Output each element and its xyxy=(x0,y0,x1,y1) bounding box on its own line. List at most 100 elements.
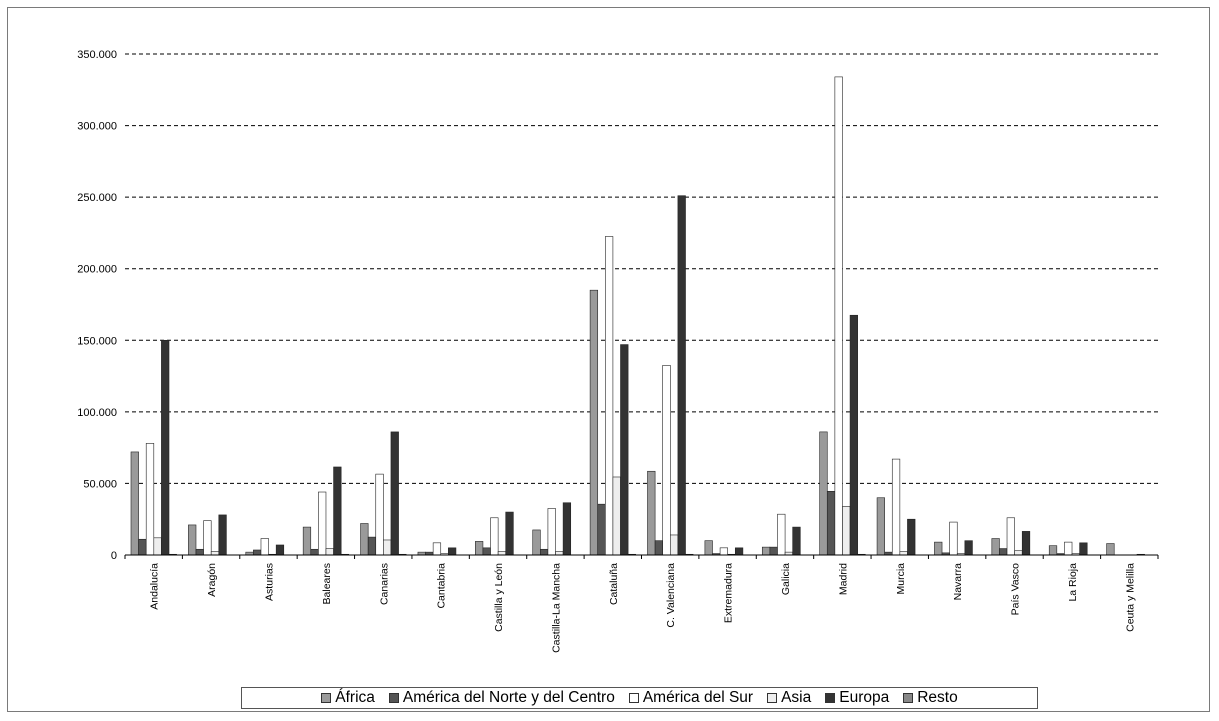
bar xyxy=(138,538,147,556)
bar xyxy=(383,539,392,556)
bar xyxy=(949,521,958,556)
legend-item: África xyxy=(321,689,375,707)
bar xyxy=(654,540,663,556)
legend-label: África xyxy=(335,689,375,706)
bar xyxy=(777,513,786,556)
x-tick-label: Andalucía xyxy=(149,563,161,610)
legend-item: América del Sur xyxy=(628,689,754,707)
legend-swatch xyxy=(321,693,332,703)
legend-swatch xyxy=(903,693,914,703)
bar xyxy=(769,546,778,556)
x-tick-label: Galicia xyxy=(780,563,792,595)
bar xyxy=(260,538,269,556)
bars xyxy=(130,76,1145,556)
legend-item: América del Norte y del Centro xyxy=(388,689,615,707)
bar xyxy=(662,365,671,556)
x-tick-label: Baleares xyxy=(321,563,333,604)
x-tick-label: Castilla-La Mancha xyxy=(550,563,562,653)
bar xyxy=(130,451,139,556)
bar xyxy=(605,236,614,556)
bar xyxy=(367,536,377,556)
bar xyxy=(899,551,908,556)
bar xyxy=(719,547,728,556)
bar xyxy=(375,473,384,556)
bar xyxy=(761,546,771,556)
bar xyxy=(677,195,686,556)
legend-item: Resto xyxy=(903,689,958,707)
bar xyxy=(555,551,564,556)
legend-item: Europa xyxy=(825,689,889,707)
bar xyxy=(497,551,507,556)
y-tick-label: 350.000 xyxy=(77,49,117,61)
bar xyxy=(145,443,155,556)
bar xyxy=(589,289,599,556)
legend-label: Europa xyxy=(839,689,890,706)
x-tick-label: Castilla y León xyxy=(493,563,505,632)
bar xyxy=(999,548,1008,556)
legend-item: Asia xyxy=(767,689,811,707)
bar xyxy=(153,537,162,556)
bar xyxy=(210,551,220,556)
bar xyxy=(203,520,212,556)
legend-swatch xyxy=(825,693,836,703)
bar xyxy=(876,497,885,556)
bar-chart: 0 50.000 100.000 150.000 200.000 250.000 300.0… xyxy=(77,49,1159,653)
x-tick-label: La Rioja xyxy=(1067,563,1079,602)
x-tick-label: Navarra xyxy=(952,563,964,601)
x-tick-label: Madrid xyxy=(837,563,849,595)
bar xyxy=(907,518,916,556)
bar xyxy=(1006,517,1015,556)
y-axis-labels: 0 50.000 100.000 150.000 200.000 250.000 300.0… xyxy=(77,49,117,562)
x-tick-label: C. Valenciana xyxy=(665,563,677,628)
bar xyxy=(704,540,713,556)
bar xyxy=(1079,542,1088,556)
y-tick-label: 0 xyxy=(111,550,117,562)
bar xyxy=(310,548,319,556)
bar xyxy=(540,548,549,556)
bar xyxy=(734,547,744,556)
legend-label: América del Sur xyxy=(642,689,754,706)
bar xyxy=(1021,531,1031,556)
legend: África América del Norte y del Centro Amér… xyxy=(241,687,1038,709)
bar xyxy=(849,314,858,556)
y-tick-label: 100.000 xyxy=(77,407,117,419)
x-tick-label: Ceuta y Melilla xyxy=(1124,563,1136,632)
bar xyxy=(161,339,170,556)
bar xyxy=(1014,550,1023,556)
bar xyxy=(620,344,629,556)
bar xyxy=(547,508,556,556)
bar xyxy=(333,466,342,556)
bar xyxy=(475,541,484,556)
bar xyxy=(195,548,204,556)
bar xyxy=(669,534,679,556)
bar xyxy=(1106,543,1115,556)
x-tick-label: Cantabria xyxy=(436,563,448,609)
bar xyxy=(275,544,285,556)
bar xyxy=(302,526,312,556)
x-tick-label: Cataluña xyxy=(608,563,620,605)
bar xyxy=(826,490,836,556)
y-tick-label: 150.000 xyxy=(77,335,117,347)
bar xyxy=(834,76,843,556)
bar xyxy=(597,503,606,556)
legend-label: América del Norte y del Centro xyxy=(402,689,615,706)
bar xyxy=(490,517,499,556)
legend-label: Asia xyxy=(781,689,812,706)
legend-label: Resto xyxy=(917,689,958,706)
bar xyxy=(482,547,491,556)
bar xyxy=(891,458,901,556)
bar xyxy=(612,476,621,556)
bar xyxy=(432,542,442,556)
x-tick-label: Canarias xyxy=(378,563,390,605)
y-tick-label: 200.000 xyxy=(77,264,117,276)
bar xyxy=(842,506,851,556)
x-axis-labels: Andalucía Aragón Asturias Baleares Canarias C… xyxy=(149,563,1137,653)
bar xyxy=(934,541,943,556)
x-tick-label: Murcia xyxy=(895,563,907,595)
bar xyxy=(532,529,541,556)
bar xyxy=(792,526,801,556)
bar xyxy=(253,549,262,556)
bar xyxy=(218,514,227,556)
bar xyxy=(505,511,514,556)
bar xyxy=(1064,541,1073,556)
